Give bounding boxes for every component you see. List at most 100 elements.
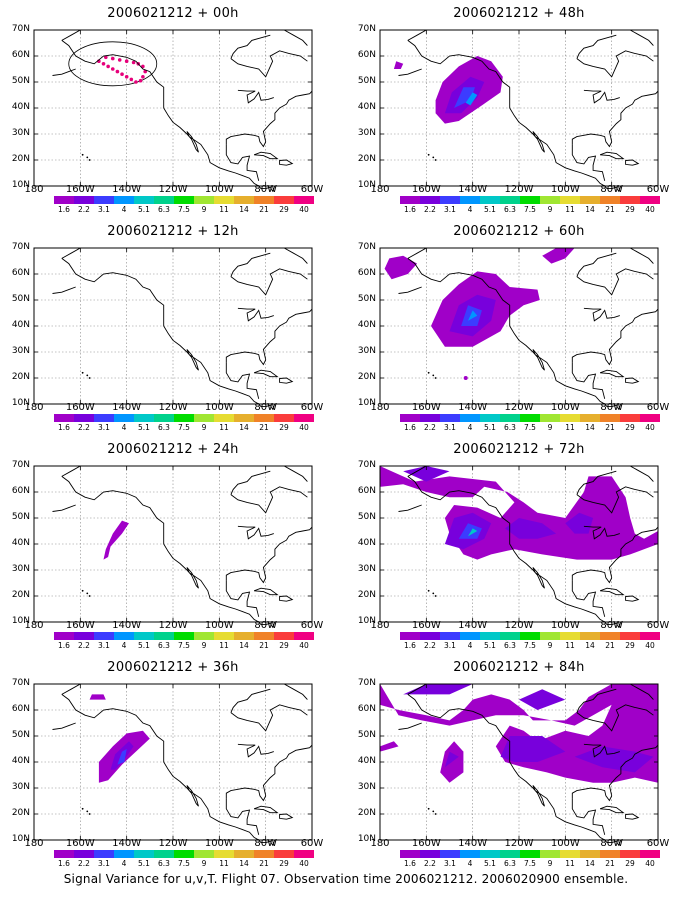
- colorbar-label: 9: [547, 205, 553, 214]
- observation-point: [120, 72, 124, 76]
- colorbar-swatch: [234, 632, 254, 640]
- colorbar-label: 11: [565, 423, 575, 432]
- colorbar-label: 2.2: [78, 205, 90, 214]
- colorbar-swatch: [620, 414, 640, 422]
- colorbar-label: 2.2: [424, 205, 436, 214]
- colorbar-swatch: [214, 414, 234, 422]
- colorbar-label: 5.1: [138, 859, 150, 868]
- colorbar-label: 9: [201, 859, 207, 868]
- observation-point: [101, 62, 106, 66]
- lon-tick-label: 140W: [458, 184, 488, 195]
- variance-field: [68, 41, 158, 87]
- lon-tick-label: 160W: [65, 184, 95, 195]
- colorbar-label: 9: [201, 423, 207, 432]
- colorbar-swatch: [154, 414, 174, 422]
- colorbar-swatch: [540, 196, 560, 204]
- colorbar-label: 40: [299, 641, 309, 650]
- colorbar-label: 3.1: [98, 859, 110, 868]
- lat-tick-label: 10N: [357, 834, 376, 844]
- lat-tick-label: 70N: [11, 460, 30, 470]
- colorbar: [400, 850, 660, 858]
- colorbar-swatch: [174, 414, 194, 422]
- lon-tick-label: 80W: [254, 838, 277, 849]
- lat-tick-label: 50N: [11, 512, 30, 522]
- colorbar-swatch: [640, 414, 660, 422]
- map-panel-p72: 2006021212 + 72h 70N 60N 50N 40N 30N 20N 10N 180…: [346, 436, 692, 654]
- gridlines: [34, 466, 312, 622]
- colorbar-swatch: [214, 196, 234, 204]
- colorbar-label: 4: [467, 423, 473, 432]
- colorbar-swatch: [74, 414, 94, 422]
- colorbar-swatch: [400, 632, 420, 640]
- lon-tick-label: 160W: [65, 838, 95, 849]
- coastline: [52, 29, 313, 193]
- gridlines: [34, 30, 312, 186]
- lat-tick-label: 30N: [357, 564, 376, 574]
- lon-tick-label: 180: [370, 620, 390, 631]
- colorbar-label: 3.1: [444, 859, 456, 868]
- colorbar-label: 3.1: [98, 205, 110, 214]
- lat-tick-label: 40N: [11, 756, 30, 766]
- colorbar-label: 6.3: [504, 423, 516, 432]
- colorbar-label: 11: [219, 859, 229, 868]
- coastline: [398, 683, 659, 847]
- lat-tick-label: 30N: [11, 128, 30, 138]
- colorbar-label: 29: [279, 423, 289, 432]
- colorbar-swatch: [560, 850, 580, 858]
- colorbar-label: 40: [299, 859, 309, 868]
- colorbar-label: 1.6: [58, 205, 70, 214]
- colorbar-label: 9: [201, 205, 207, 214]
- lat-tick-label: 70N: [11, 678, 30, 688]
- colorbar-swatch: [234, 414, 254, 422]
- lon-tick-label: 60W: [646, 402, 670, 413]
- colorbar-label: 7.5: [178, 205, 190, 214]
- map-panel-p12: 2006021212 + 12h 70N 60N 50N 40N 30N 20N 10N 180…: [0, 218, 346, 436]
- lon-tick-label: 100W: [204, 184, 234, 195]
- colorbar-label: 2.2: [424, 859, 436, 868]
- colorbar-label: 14: [239, 641, 249, 650]
- colorbar-label: 11: [565, 641, 575, 650]
- lon-tick-label: 120W: [504, 838, 534, 849]
- lat-tick-label: 70N: [357, 24, 376, 34]
- colorbar-swatch: [560, 632, 580, 640]
- lat-tick-label: 40N: [357, 756, 376, 766]
- gridlines: [380, 248, 658, 404]
- map-panel-p36: 2006021212 + 36h 70N 60N 50N 40N 30N 20N 10N 180…: [0, 654, 346, 872]
- colorbar-label: 29: [279, 205, 289, 214]
- colorbar-label: 14: [585, 423, 595, 432]
- lon-tick-label: 60W: [646, 838, 670, 849]
- lon-tick-label: 180: [24, 838, 44, 849]
- lat-tick-label: 40N: [11, 102, 30, 112]
- colorbar-swatch: [214, 632, 234, 640]
- colorbar-swatch: [560, 196, 580, 204]
- colorbar-swatch: [580, 632, 600, 640]
- colorbar-label: 40: [299, 205, 309, 214]
- colorbar-label: 9: [547, 423, 553, 432]
- colorbar-label: 14: [239, 859, 249, 868]
- colorbar-label: 40: [299, 423, 309, 432]
- colorbar-swatch: [174, 196, 194, 204]
- lon-tick-label: 160W: [411, 838, 441, 849]
- colorbar-swatch: [540, 414, 560, 422]
- colorbar-swatch: [234, 850, 254, 858]
- observation-point: [138, 78, 143, 83]
- colorbar-swatch: [480, 196, 500, 204]
- map-plot: [379, 465, 660, 640]
- colorbar-label: 1.6: [404, 423, 416, 432]
- observation-point: [104, 55, 108, 60]
- colorbar-swatch: [94, 414, 114, 422]
- colorbar-label: 1.6: [404, 205, 416, 214]
- colorbar-swatch: [540, 632, 560, 640]
- colorbar-swatch: [440, 196, 460, 204]
- colorbar-label: 29: [625, 205, 635, 214]
- colorbar-swatch: [460, 850, 480, 858]
- lat-tick-label: 20N: [11, 808, 30, 818]
- colorbar-label: 11: [219, 205, 229, 214]
- map-plot: [379, 683, 660, 858]
- lon-tick-label: 180: [24, 184, 44, 195]
- colorbar-label: 7.5: [524, 423, 536, 432]
- colorbar-label: 6.3: [504, 641, 516, 650]
- map-plot: [33, 247, 314, 422]
- lat-tick-label: 50N: [357, 294, 376, 304]
- map-plot: [379, 29, 660, 204]
